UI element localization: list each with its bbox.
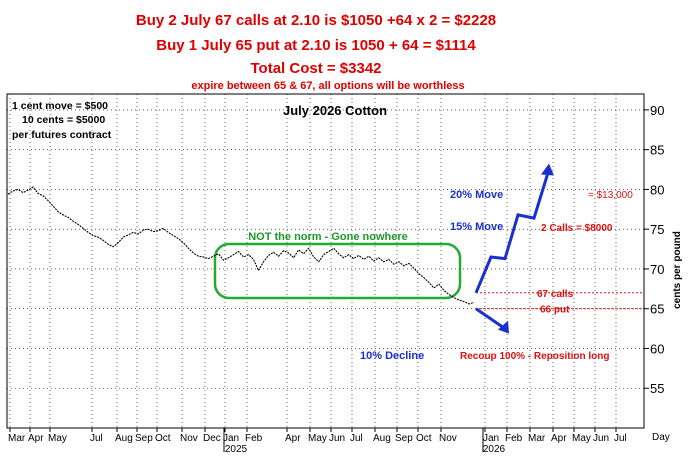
y-tick-label: 85 [650, 143, 664, 158]
header-line-4: expire between 65 & 67, all options will… [191, 80, 464, 92]
x-tick-label: Jun [593, 433, 609, 444]
price-series [7, 186, 475, 305]
y-tick-label: 70 [650, 262, 664, 277]
x-tick-label: Apr [551, 433, 567, 444]
projection-down-line [475, 307, 506, 330]
x-tick-label: Jan [483, 433, 499, 444]
move-info-line-3: per futures contract [12, 129, 112, 141]
x-tick-label: Mar [528, 433, 546, 444]
x-tick-label: Apr [28, 433, 44, 444]
x-axis-unit: Day [652, 432, 670, 443]
y-tick-label: 60 [650, 341, 664, 356]
level-lines: 67 calls 66 put [476, 289, 644, 316]
projection-up-arrowhead [541, 163, 554, 176]
year-label-2025: 2025 [225, 444, 248, 455]
x-tick-label: Dec [203, 433, 221, 444]
header-line-3: Total Cost = $3342 [250, 60, 381, 77]
year-label-2026: 2026 [483, 444, 506, 455]
header-line-1: Buy 2 July 67 calls at 2.10 is $1050 +64… [136, 12, 496, 29]
decline-label: 10% Decline [360, 350, 424, 362]
x-tick-label: Feb [245, 433, 263, 444]
x-tick-label: Jan [223, 433, 239, 444]
recoup-label: Recoup 100% - Reposition long [460, 351, 609, 362]
y-tick-label: 75 [650, 222, 664, 237]
x-tick-label: Nov [439, 433, 457, 444]
x-tick-label: Sep [395, 433, 413, 444]
x-tick-label: Jul [90, 433, 103, 444]
calls-value-20: = $13,000 [588, 190, 633, 201]
x-tick-label: May [572, 433, 591, 444]
y-tick-label: 90 [650, 103, 664, 118]
consolidation-label: NOT the norm - Gone nowhere [248, 231, 408, 243]
move20-label: 20% Move [450, 189, 503, 201]
x-tick-label: Jul [614, 433, 627, 444]
projection-down-arrowhead [498, 320, 509, 334]
x-tick-label: Jul [350, 433, 363, 444]
projection-arrows [474, 163, 554, 334]
x-tick-label: Oct [155, 433, 171, 444]
consolidation-box [213, 242, 462, 300]
x-tick-label: Feb [505, 433, 523, 444]
move15-label: 15% Move [450, 221, 503, 233]
y-tick-label: 65 [650, 302, 664, 317]
level-label: 67 calls [537, 289, 574, 300]
x-axis-ticks: Mar Apr May Jul Aug Sep Oct Nov Dec Jan Feb Apr May J… [8, 428, 627, 452]
header-line-2: Buy 1 July 65 put at 2.10 is 1050 + 64 =… [156, 37, 476, 54]
x-tick-label: Apr [285, 433, 301, 444]
level-label: 66 put [540, 305, 570, 316]
y-axis-ticks: 55 60 65 70 75 80 85 90 [644, 103, 664, 396]
x-tick-label: Sep [135, 433, 153, 444]
x-tick-label: Mar [8, 433, 26, 444]
x-tick-label: Aug [373, 433, 391, 444]
chart-title: July 2026 Cotton [283, 103, 387, 118]
projection-up-line [474, 169, 551, 294]
x-tick-label: May [308, 433, 327, 444]
x-tick-label: Jun [329, 433, 345, 444]
x-tick-label: May [48, 433, 67, 444]
y-axis-label: cents per pound [672, 231, 683, 309]
y-tick-label: 80 [650, 182, 664, 197]
move-info-line-1: 1 cent move = $500 [12, 100, 108, 112]
move-info-line-2: 10 cents = $5000 [22, 114, 105, 126]
x-tick-label: Aug [115, 433, 133, 444]
calls-value-15: 2 Calls = $8000 [541, 223, 613, 234]
price-line [7, 186, 475, 305]
x-tick-label: Oct [416, 433, 432, 444]
y-tick-label: 55 [650, 381, 664, 396]
x-tick-label: Nov [180, 433, 198, 444]
plot-area [6, 93, 645, 429]
